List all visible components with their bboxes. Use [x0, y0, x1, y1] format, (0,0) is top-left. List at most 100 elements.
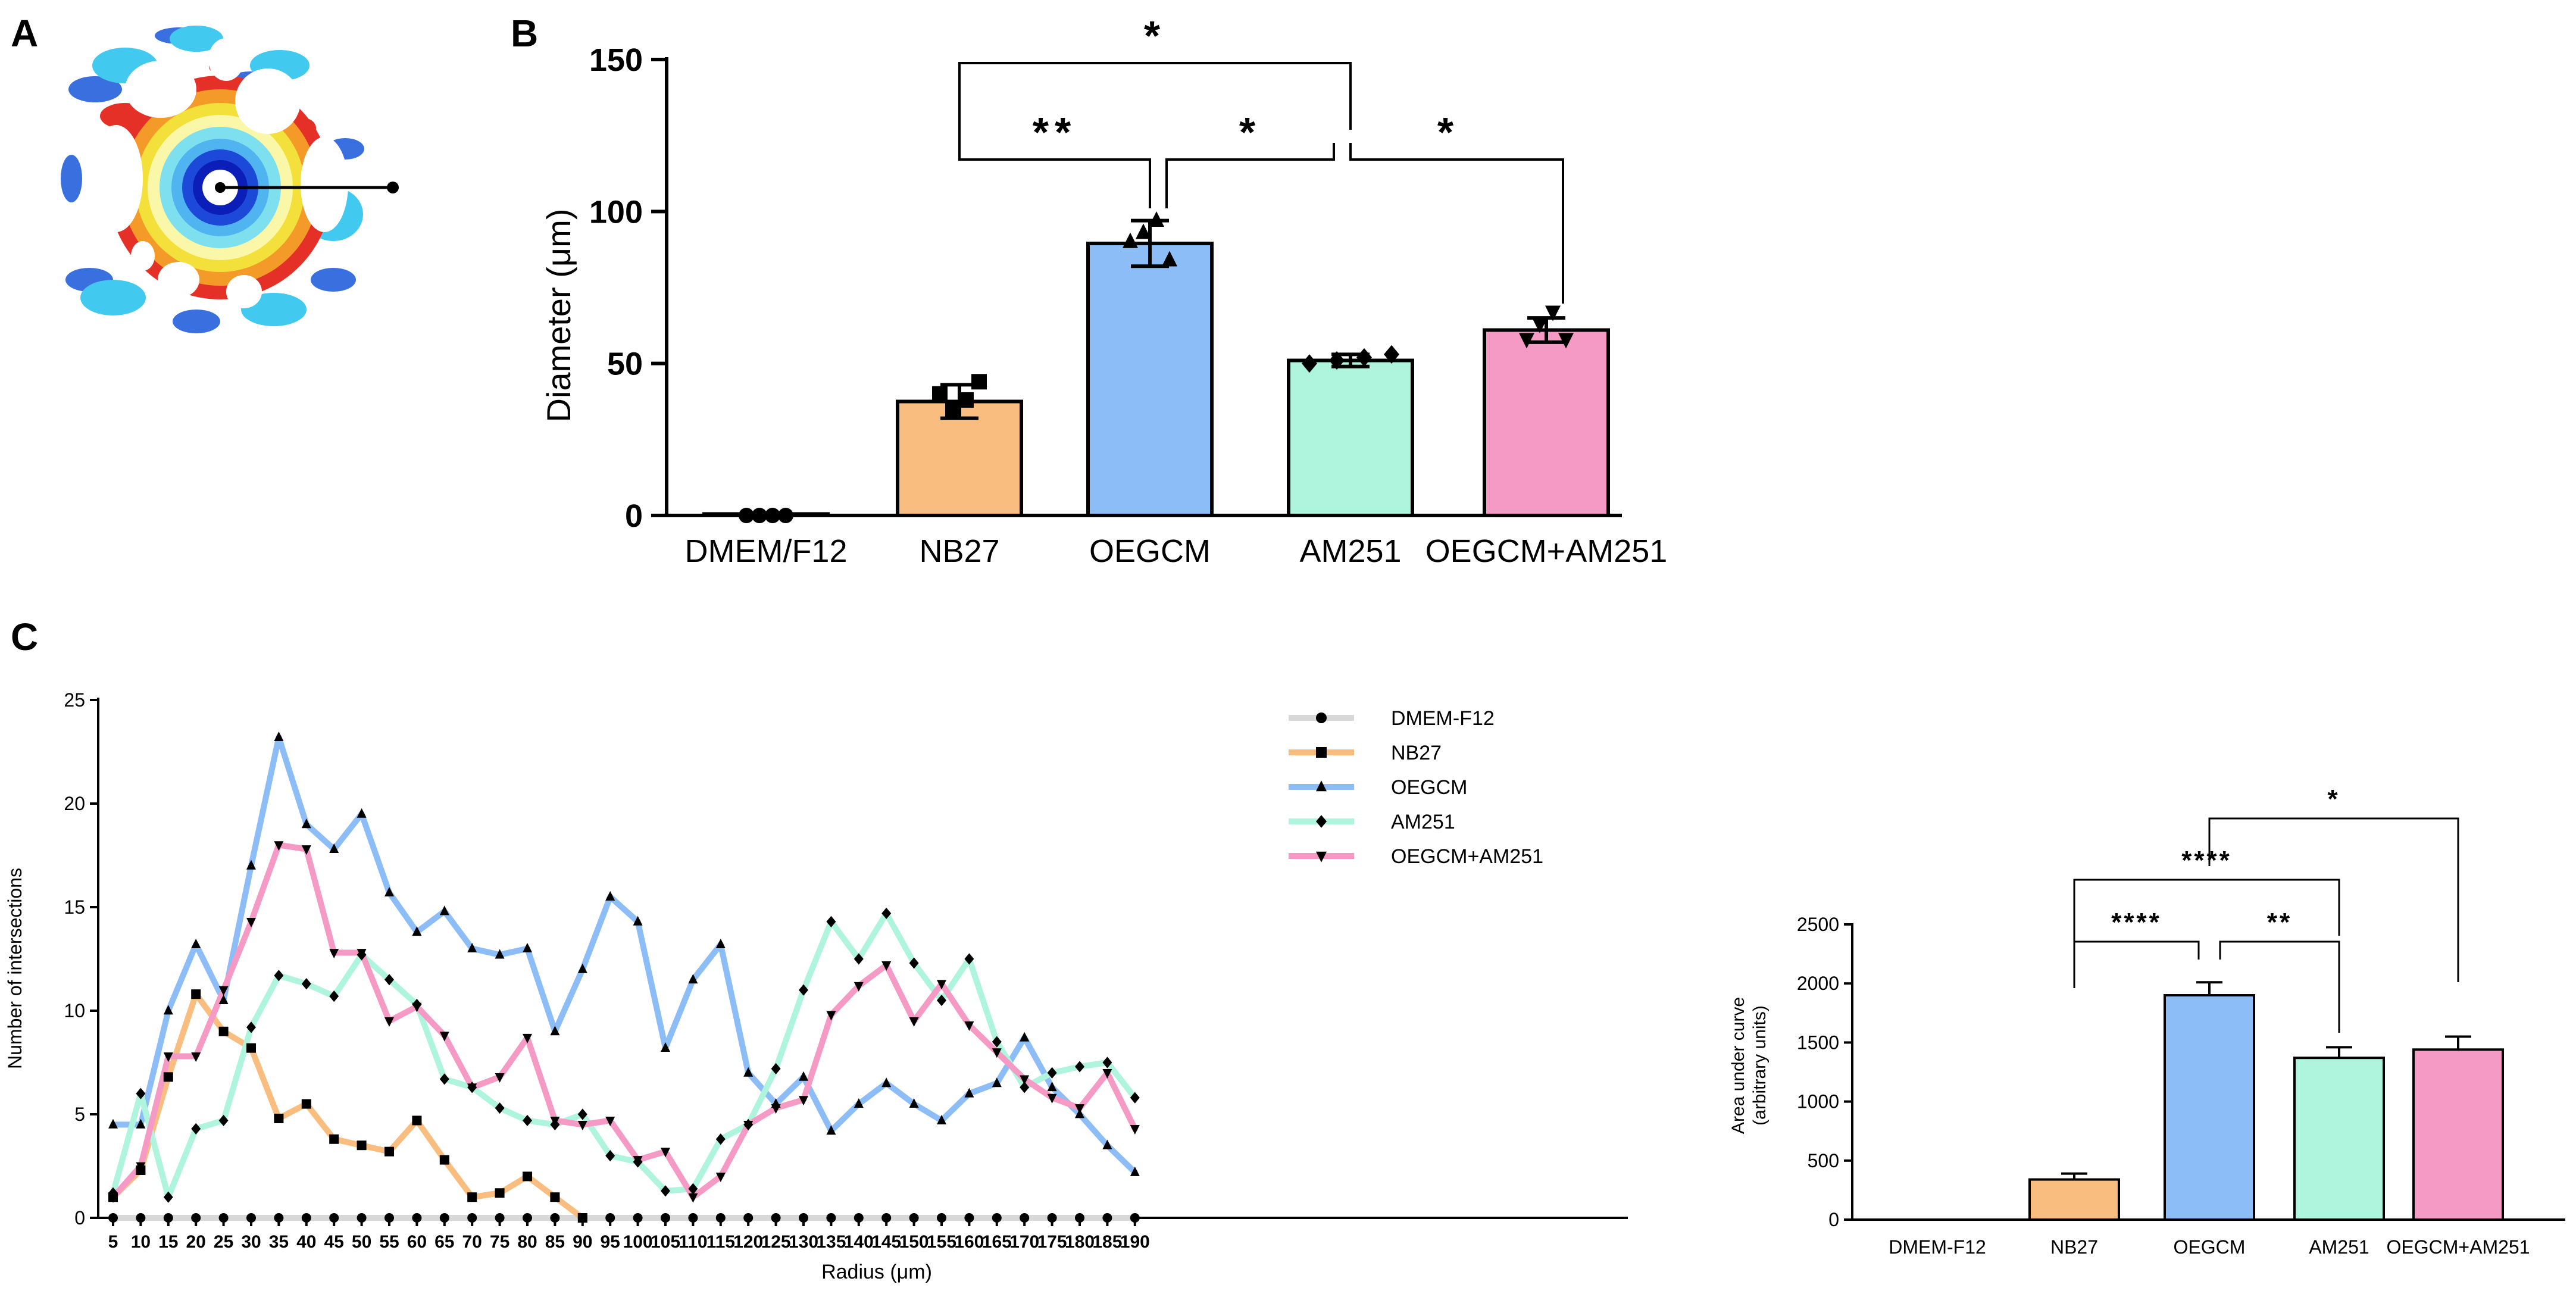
- panel-c-data-point: [467, 1213, 477, 1223]
- panel-c-xlabel: Radius (μm): [821, 1261, 932, 1283]
- panel-label-c: C: [11, 615, 38, 658]
- panel-c-data-point: [1075, 1213, 1084, 1223]
- panel-c-legend-label: OEGCM+AM251: [1391, 845, 1543, 868]
- panel-b-data-point: [1149, 211, 1164, 227]
- panel-c-data-point: [1047, 1067, 1057, 1079]
- panel-c-data-point: [743, 1121, 754, 1130]
- panel-c-xtick-label: 190: [1120, 1232, 1150, 1252]
- auc-significance-label: *: [2327, 785, 2340, 814]
- panel-b-data-point: [971, 374, 987, 390]
- panel-c-data-point: [605, 1213, 615, 1223]
- panel-c-data-point: [577, 1213, 587, 1223]
- panel-c-data-point: [246, 860, 256, 870]
- panel-b-ytick-label: 0: [625, 498, 643, 534]
- panel-c-data-point: [357, 949, 367, 959]
- panel-c-ytick-label: 20: [64, 793, 85, 814]
- panel-c-data-point: [799, 1071, 808, 1081]
- panel-c-data-point: [136, 1213, 146, 1223]
- panel-c-data-point: [301, 1099, 311, 1109]
- panel-c-data-point: [688, 1193, 698, 1203]
- panel-c-data-point: [992, 1048, 1002, 1058]
- panel-c-xtick-label: 70: [462, 1232, 482, 1252]
- panel-b-significance-label: *: [1239, 109, 1261, 155]
- auc-ylabel-line2: (arbitrary units): [1750, 1005, 1770, 1126]
- auc-ytick-label: 1500: [1797, 1032, 1839, 1053]
- panel-b-significance-bracket: [958, 130, 1151, 208]
- panel-c-data-point: [854, 953, 864, 965]
- panel-b-significance-label: **: [1033, 109, 1077, 155]
- auc-significance-bracket: [2208, 817, 2459, 982]
- panel-c-data-point: [439, 1032, 449, 1042]
- panel-c-data-point: [1102, 1139, 1112, 1149]
- panel-c-xtick-label: 85: [545, 1232, 565, 1252]
- auc-ytick-label: 500: [1808, 1150, 1839, 1171]
- panel-c-data-point: [1130, 1092, 1140, 1104]
- panel-c-data-point: [495, 1102, 505, 1114]
- panel-c-data-point: [909, 1213, 919, 1223]
- panel-c-data-point: [881, 961, 892, 971]
- panel-b-data-point: [1329, 351, 1345, 370]
- panel-b-data-point: [1532, 317, 1548, 333]
- panel-c-data-point: [1047, 1213, 1057, 1223]
- panel-c-data-point: [661, 1148, 670, 1158]
- panel-c-data-point: [715, 1213, 726, 1223]
- panel-c-data-point: [854, 982, 864, 992]
- panel-c-data-point: [1047, 1093, 1057, 1104]
- panel-c-xtick-label: 10: [131, 1232, 151, 1252]
- panel-c-data-point: [771, 1104, 781, 1114]
- panel-c-data-point: [964, 1088, 974, 1098]
- panel-c-xtick-label: 60: [407, 1232, 427, 1252]
- panel-c-data-point: [329, 990, 339, 1002]
- panel-c-xtick-label: 140: [844, 1232, 874, 1252]
- panel-c-data-point: [108, 1187, 118, 1199]
- panel-c-data-point: [633, 915, 643, 926]
- auc-significance-label: ****: [2181, 846, 2232, 875]
- panel-c-data-point: [191, 1052, 201, 1062]
- auc-ytick-label: 2500: [1797, 914, 1839, 935]
- panel-c-xtick-label: 120: [733, 1232, 763, 1252]
- panel-c-xtick-label: 145: [871, 1232, 901, 1252]
- panel-c-xtick-label: 20: [186, 1232, 206, 1252]
- auc-bar: [2028, 1178, 2120, 1221]
- panel-c-xtick-label: 175: [1037, 1232, 1067, 1252]
- panel-c-data-point: [550, 1192, 560, 1202]
- panel-c-data-point: [937, 1114, 946, 1124]
- panel-c-data-point: [301, 818, 311, 829]
- panel-c-xtick-label: 110: [679, 1232, 707, 1252]
- panel-c-data-point: [854, 1098, 864, 1108]
- panel-c-ytick-label: 10: [64, 1000, 85, 1021]
- panel-c-xtick-label: 40: [296, 1232, 316, 1252]
- panel-b-data-point: [1302, 354, 1317, 373]
- panel-c-data-point: [495, 1073, 505, 1083]
- panel-c-xtick-label: 45: [324, 1232, 344, 1252]
- panel-c-data-point: [301, 845, 311, 855]
- panel-c-xtick-label: 90: [573, 1232, 592, 1252]
- panel-c-data-point: [523, 1033, 532, 1043]
- panel-c-legend-label: NB27: [1391, 742, 1442, 764]
- panel-c-data-point: [854, 1213, 864, 1223]
- panel-b-category-label: AM251: [1299, 533, 1401, 569]
- panel-c-xtick-label: 170: [1009, 1232, 1039, 1252]
- panel-b-significance-bracket: [958, 62, 1352, 130]
- panel-b-data-point: [752, 508, 767, 523]
- panel-c-data-point: [301, 978, 311, 990]
- auc-category-label: OEGCM: [2174, 1236, 2246, 1258]
- panel-c-xtick-label: 160: [954, 1232, 984, 1252]
- panel-c-xtick-label: 30: [241, 1232, 261, 1252]
- panel-c-data-point: [163, 1191, 173, 1203]
- panel-c-data-point: [412, 1213, 422, 1223]
- panel-c-xtick-label: 180: [1065, 1232, 1095, 1252]
- panel-c-data-point: [633, 1213, 643, 1223]
- panel-c-data-point: [715, 939, 726, 949]
- panel-c-data-point: [191, 989, 201, 999]
- sholl-end-dot: [387, 182, 399, 193]
- panel-c-data-point: [992, 1213, 1002, 1223]
- panel-c-data-point: [218, 986, 229, 996]
- panel-c-ytick-label: 0: [74, 1207, 85, 1229]
- panel-c-data-point: [1020, 1213, 1030, 1223]
- panel-c-data-point: [577, 963, 587, 973]
- panel-c-data-point: [495, 1213, 505, 1223]
- panel-c-data-point: [467, 1083, 477, 1093]
- panel-c-data-point: [274, 1113, 284, 1123]
- panel-c-xtick-label: 5: [108, 1232, 118, 1252]
